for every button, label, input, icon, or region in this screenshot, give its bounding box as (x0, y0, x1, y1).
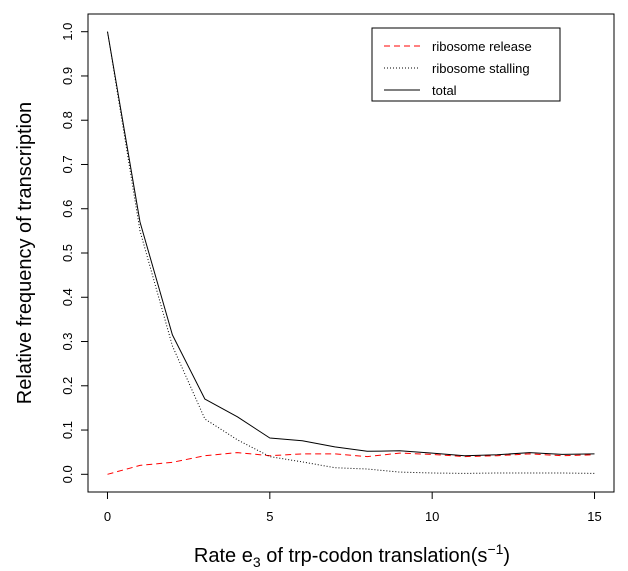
y-axis: 0.0 0.1 0.2 0.3 0.4 0.5 0.6 0.7 0.8 0.9 1.0 (60, 23, 89, 483)
y-tick-label: 0.1 (60, 421, 75, 439)
y-tick-label: 0.3 (60, 332, 75, 350)
y-axis-title: Relative frequency of transcription (14, 102, 36, 404)
y-tick-label: 0.7 (60, 155, 75, 173)
x-axis-title-main: Rate e (194, 545, 253, 567)
x-axis-title-subscript: 3 (253, 554, 261, 570)
legend-label-ribosome-release: ribosome release (432, 39, 532, 54)
y-tick-label: 0.5 (60, 244, 75, 262)
x-axis-title-close: ) (503, 545, 510, 567)
legend: ribosome release ribosome stalling total (371, 27, 561, 102)
legend-label-ribosome-stalling: ribosome stalling (432, 61, 530, 76)
series-line-ribosome-stalling (107, 31, 595, 474)
series-line-total (107, 31, 595, 457)
legend-box (371, 27, 561, 102)
x-axis-title-superscript: −1 (487, 541, 503, 557)
series-line-ribosome-release (107, 452, 595, 475)
x-tick-label: 15 (587, 509, 601, 524)
series-lines (107, 31, 595, 475)
y-tick-label: 1.0 (60, 23, 75, 41)
x-tick-label: 10 (425, 509, 439, 524)
x-axis-title-middle: of trp-codon translation(s (261, 545, 488, 567)
x-axis: 0 5 10 15 (104, 491, 602, 524)
y-tick-label: 0.6 (60, 200, 75, 218)
legend-label-total: total (432, 83, 457, 98)
x-tick-label: 0 (104, 509, 111, 524)
y-tick-label: 0.4 (60, 288, 75, 306)
y-tick-label: 0.2 (60, 377, 75, 395)
x-tick-label: 5 (266, 509, 273, 524)
y-tick-label: 0.0 (60, 465, 75, 483)
y-tick-label: 0.8 (60, 111, 75, 129)
x-axis-title: Rate e3 of trp-codon translation(s−1) (194, 541, 510, 570)
y-tick-label: 0.9 (60, 67, 75, 85)
